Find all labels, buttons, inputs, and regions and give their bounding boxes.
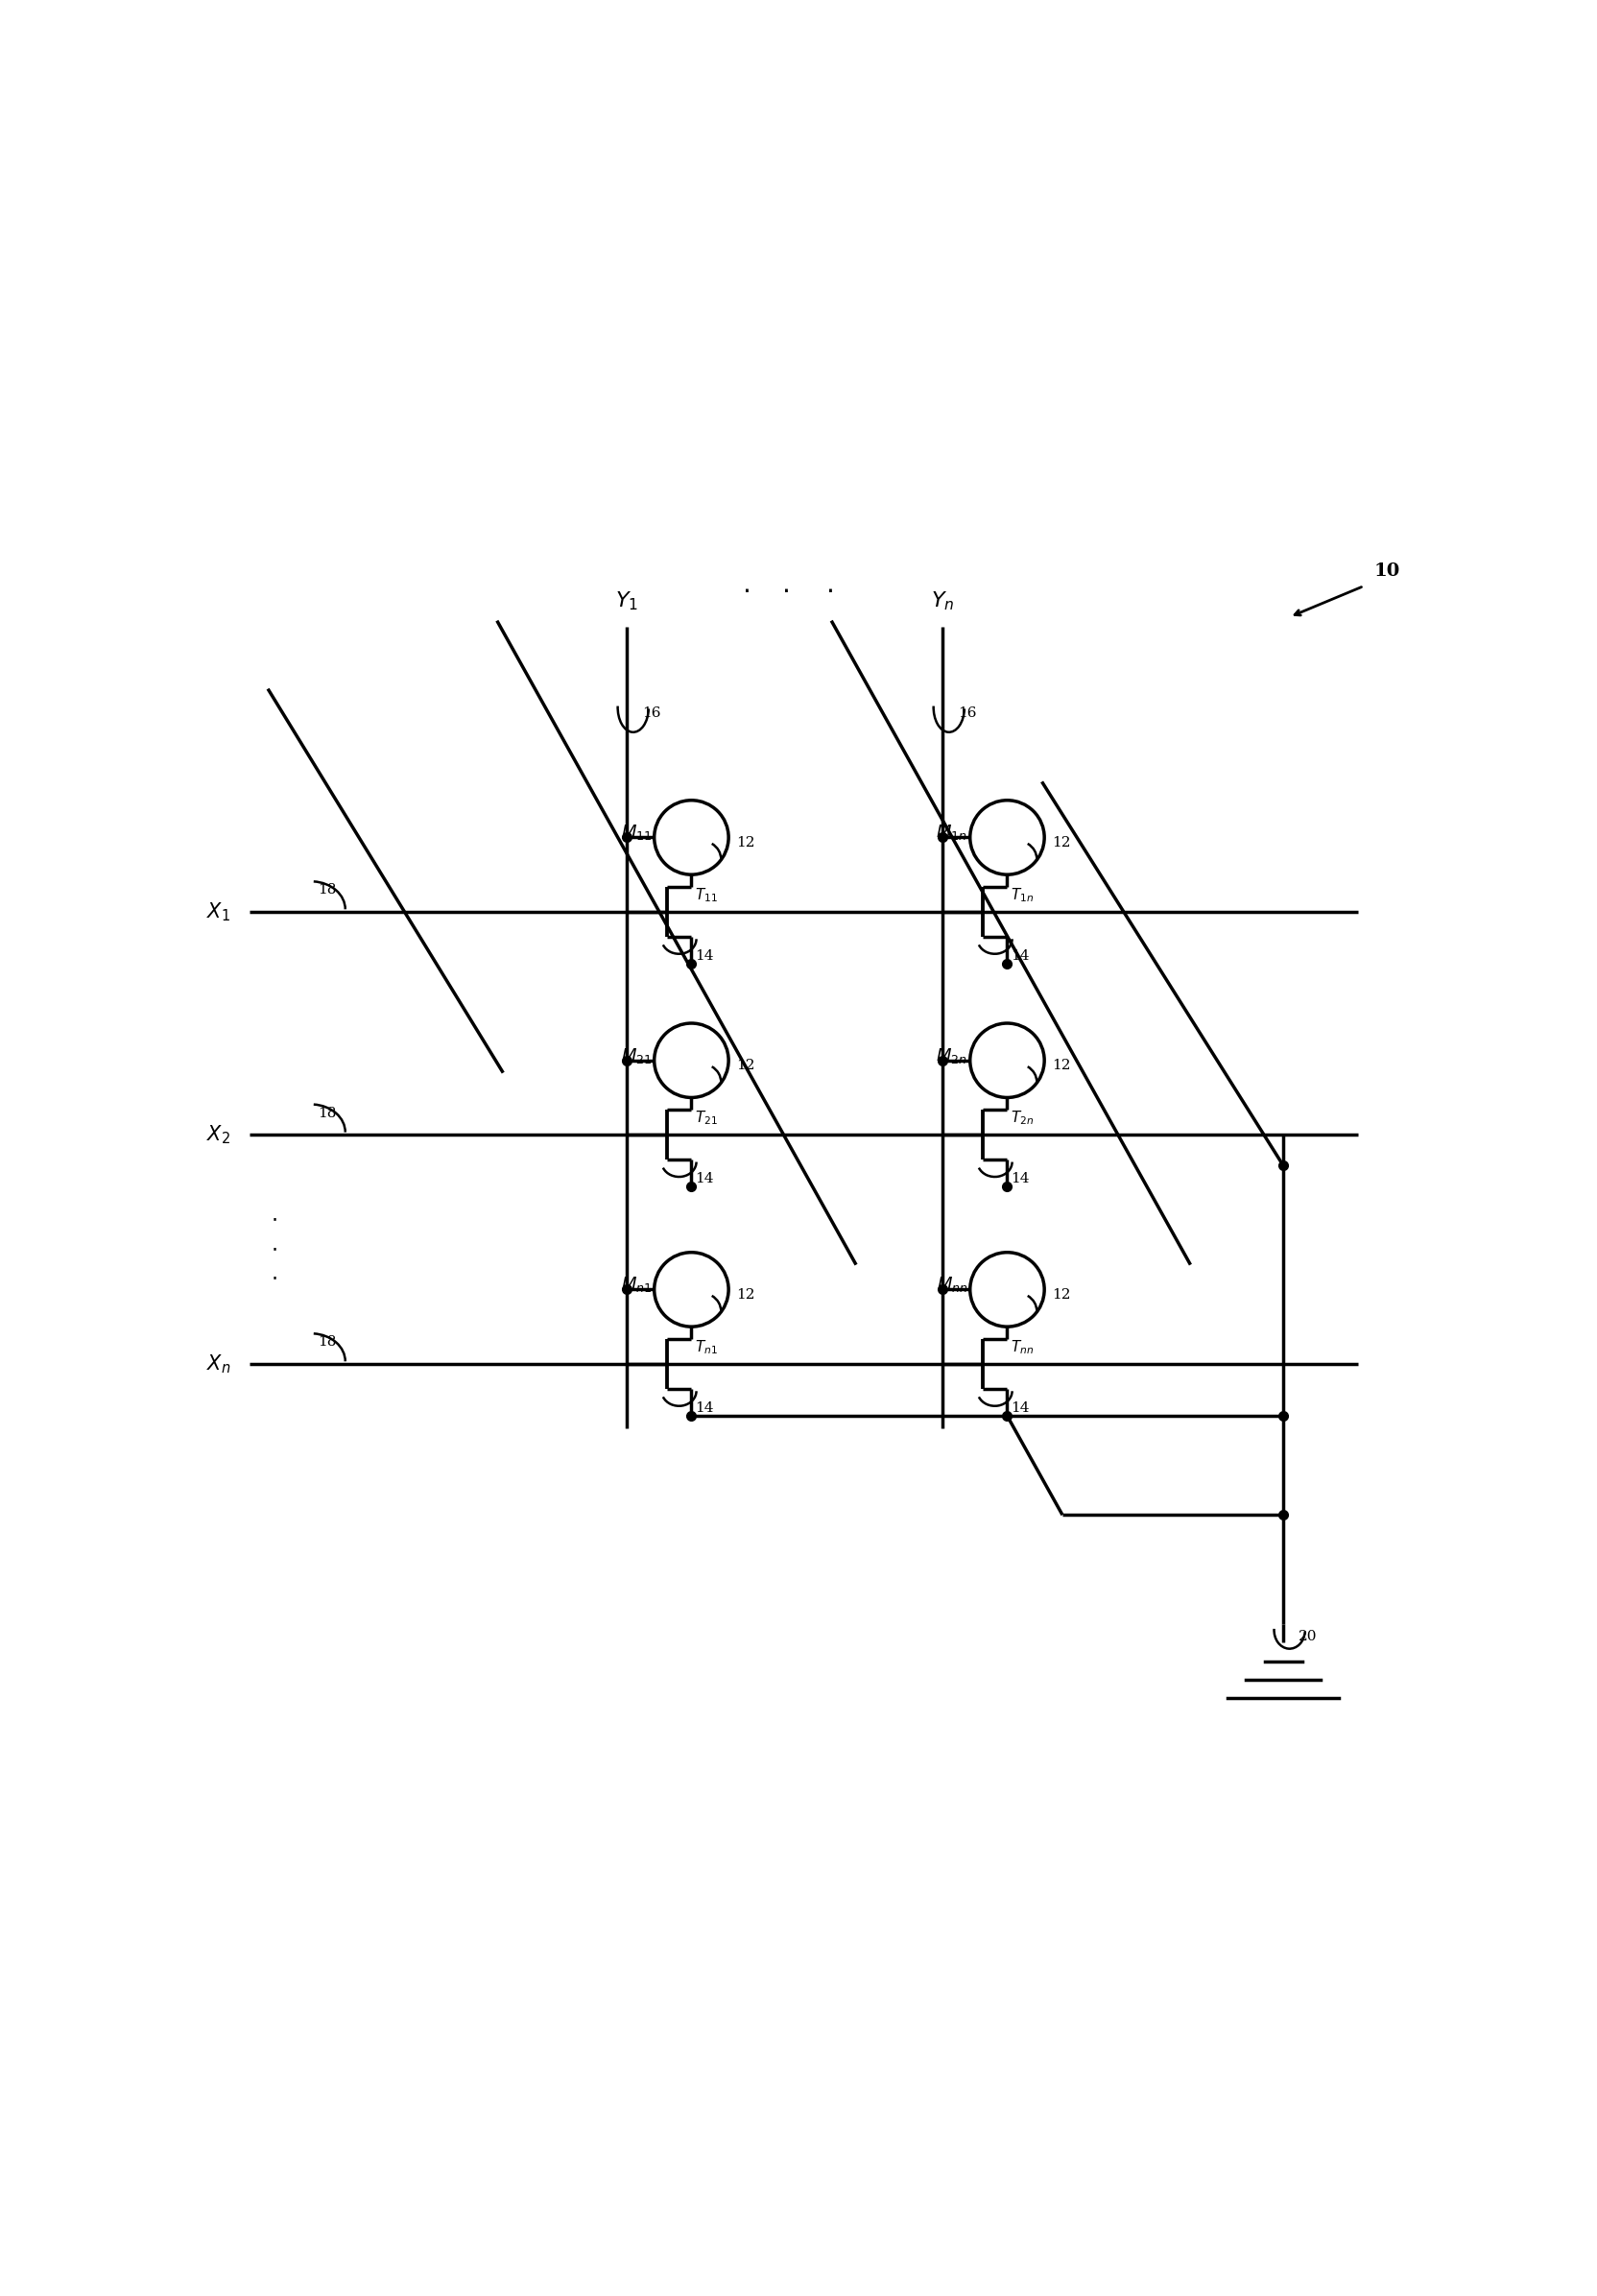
Text: $M_{n1}$: $M_{n1}$ bbox=[620, 1274, 652, 1295]
Text: $M_{21}$: $M_{21}$ bbox=[620, 1047, 652, 1065]
Text: $M_{1n}$: $M_{1n}$ bbox=[936, 822, 966, 843]
Text: 16: 16 bbox=[642, 707, 660, 721]
Text: $T_{11}$: $T_{11}$ bbox=[695, 886, 717, 905]
Text: 14: 14 bbox=[695, 948, 714, 962]
Text: $\cdot$
$\cdot$
$\cdot$: $\cdot$ $\cdot$ $\cdot$ bbox=[270, 1208, 278, 1288]
Text: $Y_1$: $Y_1$ bbox=[615, 590, 639, 613]
Text: 10: 10 bbox=[1373, 563, 1399, 581]
Text: 12: 12 bbox=[736, 1058, 754, 1072]
Text: 12: 12 bbox=[736, 836, 754, 850]
Text: $T_{2n}$: $T_{2n}$ bbox=[1011, 1109, 1033, 1127]
Text: $T_{n1}$: $T_{n1}$ bbox=[695, 1339, 717, 1357]
Text: 12: 12 bbox=[1051, 1288, 1070, 1302]
Text: 14: 14 bbox=[1011, 1401, 1028, 1414]
Text: $T_{1n}$: $T_{1n}$ bbox=[1011, 886, 1033, 905]
Text: 14: 14 bbox=[1011, 948, 1028, 962]
Text: $X_2$: $X_2$ bbox=[206, 1123, 230, 1146]
Text: 14: 14 bbox=[695, 1401, 714, 1414]
Text: 12: 12 bbox=[736, 1288, 754, 1302]
Text: 18: 18 bbox=[318, 884, 335, 898]
Text: 18: 18 bbox=[318, 1107, 335, 1120]
Text: 12: 12 bbox=[1051, 1058, 1070, 1072]
Text: 18: 18 bbox=[318, 1336, 335, 1350]
Text: $T_{nn}$: $T_{nn}$ bbox=[1011, 1339, 1033, 1357]
Text: $M_{11}$: $M_{11}$ bbox=[620, 822, 652, 843]
Text: $Y_n$: $Y_n$ bbox=[931, 590, 953, 613]
Text: $M_{2n}$: $M_{2n}$ bbox=[936, 1047, 966, 1065]
Text: 20: 20 bbox=[1297, 1630, 1316, 1644]
Text: $X_n$: $X_n$ bbox=[206, 1352, 230, 1375]
Text: 16: 16 bbox=[957, 707, 976, 721]
Text: $X_1$: $X_1$ bbox=[206, 900, 230, 923]
Text: $T_{21}$: $T_{21}$ bbox=[695, 1109, 717, 1127]
Text: $\cdot \quad \cdot \quad \cdot$: $\cdot \quad \cdot \quad \cdot$ bbox=[741, 579, 834, 604]
Text: 14: 14 bbox=[1011, 1171, 1028, 1185]
Text: 14: 14 bbox=[695, 1171, 714, 1185]
Text: $M_{nn}$: $M_{nn}$ bbox=[936, 1274, 966, 1295]
Text: 12: 12 bbox=[1051, 836, 1070, 850]
